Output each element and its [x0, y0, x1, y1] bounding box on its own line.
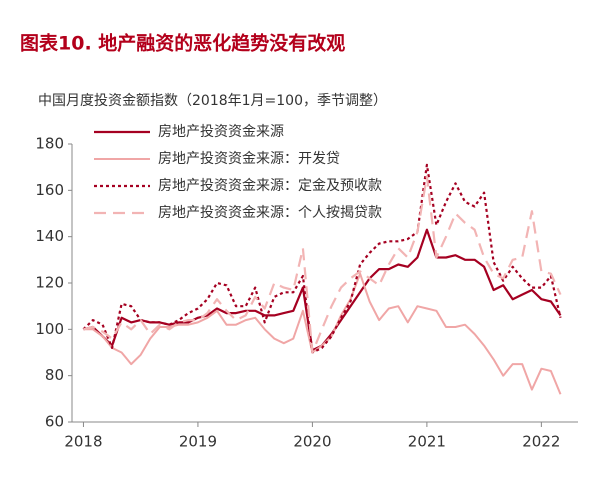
y-tick-label: 100: [35, 320, 64, 338]
x-tick-label: 2020: [293, 433, 331, 451]
legend-label: 房地产投资资金来源：开发贷: [158, 151, 340, 167]
y-tick-label: 80: [45, 366, 64, 384]
series-line: [83, 175, 562, 354]
legend-label: 房地产投资资金来源：定金及预收款: [158, 178, 382, 194]
y-tick-label: 120: [35, 274, 64, 292]
y-tick-label: 140: [35, 227, 64, 245]
x-tick-label: 2018: [64, 433, 102, 451]
series-line: [83, 272, 562, 395]
x-tick-label: 2019: [179, 433, 217, 451]
y-tick-label: 160: [35, 181, 64, 199]
chart-title: 图表10. 地产融资的恶化趋势没有改观: [20, 32, 345, 55]
x-tick-label: 2021: [408, 433, 446, 451]
x-tick-label: 2022: [522, 433, 560, 451]
y-tick-label: 60: [45, 413, 64, 431]
legend-label: 房地产投资资金来源：个人按揭贷款: [158, 205, 382, 221]
y-tick-label: 180: [35, 135, 64, 153]
series-line: [82, 163, 562, 354]
legend-label: 房地产投资资金来源: [158, 124, 284, 140]
chart-subtitle: 中国月度投资金额指数（2018年1月=100，季节调整）: [38, 93, 387, 109]
